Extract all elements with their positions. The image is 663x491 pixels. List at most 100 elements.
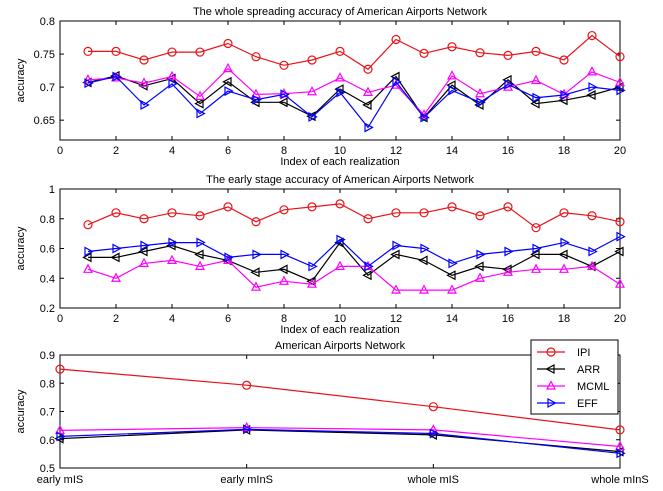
legend-label: MCML	[577, 381, 609, 393]
data-point	[138, 246, 148, 257]
data-point	[307, 55, 317, 65]
data-point	[447, 70, 457, 80]
data-point	[447, 202, 457, 212]
data-point	[419, 48, 429, 58]
data-point	[56, 431, 66, 442]
legend-marker	[546, 347, 556, 357]
y-tick-label: 0.5	[40, 463, 55, 475]
data-point	[390, 249, 400, 260]
data-point	[502, 264, 512, 275]
data-point	[559, 263, 569, 273]
data-point	[391, 284, 401, 294]
series-line	[59, 428, 621, 454]
data-point	[560, 90, 570, 101]
data-point	[614, 246, 624, 257]
data-point	[224, 86, 234, 97]
data-point	[448, 85, 458, 96]
data-point	[168, 78, 178, 89]
x-tick-label: 2	[113, 313, 119, 325]
data-point	[335, 72, 345, 82]
data-point	[195, 211, 205, 221]
data-point	[336, 234, 346, 245]
data-point	[82, 252, 92, 263]
data-point	[428, 424, 439, 434]
chart-title: American Airports Network	[275, 340, 406, 352]
x-tick-label: whole mInS	[590, 474, 648, 486]
y-tick-label: 0.75	[34, 49, 55, 61]
data-point	[140, 99, 150, 110]
x-tick-label: whole mIS	[407, 474, 459, 486]
data-point	[278, 97, 288, 108]
plot-area	[59, 354, 621, 469]
data-point	[476, 249, 486, 260]
data-point	[167, 208, 177, 218]
data-point	[615, 440, 625, 451]
data-point	[475, 211, 485, 221]
data-point	[428, 402, 438, 412]
x-tick-label: early mIS	[37, 474, 83, 486]
legend-marker	[545, 364, 555, 374]
y-tick-label: 0.8	[40, 214, 55, 226]
data-point	[587, 66, 597, 76]
data-point	[586, 90, 596, 101]
data-point	[167, 254, 177, 264]
data-point	[223, 38, 233, 49]
data-point	[307, 85, 317, 96]
data-point	[242, 380, 252, 390]
data-point	[474, 261, 484, 272]
x-tick-label: 16	[502, 145, 514, 157]
chart-title: The whole spreading accuracy of American…	[193, 6, 488, 18]
data-point	[588, 82, 598, 93]
data-point	[278, 264, 288, 275]
data-point	[251, 217, 261, 227]
y-tick-label: 0.4	[40, 273, 55, 285]
data-point	[168, 237, 178, 248]
data-point	[504, 246, 514, 257]
data-point	[167, 47, 177, 57]
data-point	[241, 421, 252, 432]
data-point	[195, 47, 205, 57]
x-tick-label: 4	[169, 145, 175, 157]
series-eff	[84, 231, 626, 272]
data-point	[559, 55, 569, 65]
y-axis-label: accuracy	[15, 389, 27, 434]
data-point	[307, 278, 317, 288]
series-line	[87, 259, 621, 291]
x-tick-label: 8	[281, 313, 287, 325]
legend-label: ARR	[577, 364, 600, 376]
series-ipi	[55, 364, 625, 435]
data-point	[503, 202, 513, 212]
data-point	[224, 252, 234, 263]
series-eff	[56, 424, 626, 459]
x-tick-label: 20	[614, 313, 626, 325]
data-point	[250, 267, 260, 278]
data-point	[475, 87, 485, 98]
x-axis-label: Index of each realization	[280, 324, 399, 336]
data-point	[475, 48, 485, 58]
data-point	[474, 99, 484, 110]
data-point	[55, 364, 65, 374]
data-point	[504, 79, 514, 90]
data-point	[308, 261, 318, 272]
data-point	[139, 257, 149, 267]
data-point	[279, 60, 289, 70]
data-point	[252, 94, 262, 105]
series-arr	[82, 237, 624, 287]
data-point	[559, 208, 569, 218]
data-point	[532, 92, 542, 103]
data-point	[334, 84, 344, 95]
y-tick-label: 0.9	[40, 350, 55, 362]
data-point	[83, 263, 93, 273]
y-tick-label: 0.6	[40, 435, 55, 447]
x-tick-label: 6	[225, 313, 231, 325]
data-point	[279, 275, 289, 285]
data-point	[195, 90, 205, 100]
data-point	[54, 433, 64, 444]
data-point	[139, 77, 149, 87]
data-point	[223, 202, 233, 212]
x-tick-label: 12	[390, 313, 402, 325]
data-point	[251, 52, 261, 62]
x-axis-label: Index of each realization	[280, 156, 399, 168]
series-line	[88, 241, 621, 282]
